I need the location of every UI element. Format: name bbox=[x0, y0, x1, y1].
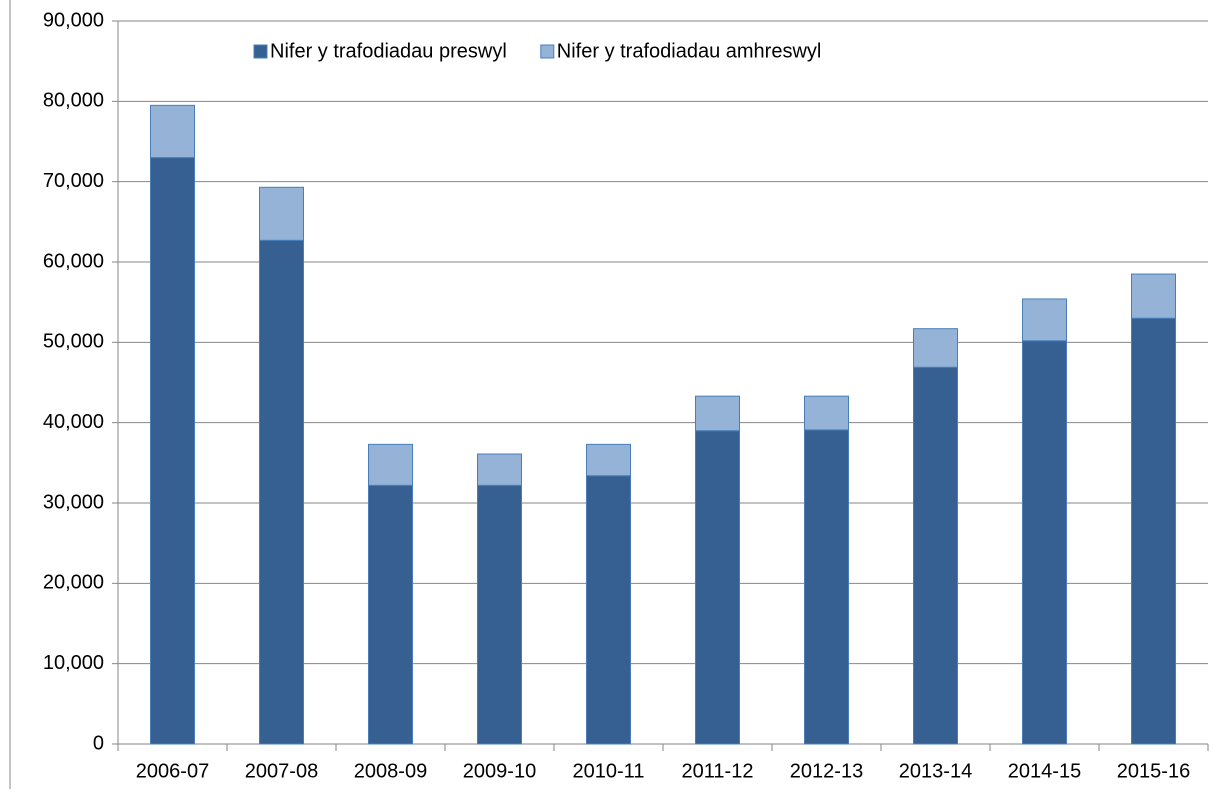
x-tick-label: 2012-13 bbox=[790, 760, 863, 782]
legend-label: Nifer y trafodiadau preswyl bbox=[270, 40, 507, 62]
bar-segment bbox=[804, 395, 849, 431]
bar-segment bbox=[804, 429, 849, 745]
x-tick-label: 2015-16 bbox=[1117, 760, 1190, 782]
bar-segment bbox=[150, 104, 195, 159]
bar-segment bbox=[1131, 317, 1176, 745]
y-tick-label: 20,000 bbox=[43, 572, 104, 594]
legend-label: Nifer y trafodiadau amhreswyl bbox=[557, 40, 822, 62]
bar-segment bbox=[586, 443, 631, 477]
x-tick-label: 2014-15 bbox=[1008, 760, 1081, 782]
bar-segment bbox=[150, 157, 195, 745]
x-tick-label: 2011-12 bbox=[682, 760, 754, 782]
legend-swatch bbox=[540, 44, 555, 59]
x-tick-label: 2008-09 bbox=[354, 760, 427, 782]
y-tick-label: 10,000 bbox=[43, 652, 104, 674]
y-tick-label: 0 bbox=[93, 732, 104, 754]
bar-segment bbox=[477, 453, 522, 486]
bar-segment bbox=[913, 366, 958, 745]
y-tick-label: 40,000 bbox=[43, 411, 104, 433]
x-tick-label: 2006-07 bbox=[136, 760, 209, 782]
y-tick-label: 70,000 bbox=[43, 170, 104, 192]
bar-segment bbox=[477, 484, 522, 745]
x-tick-label: 2007-08 bbox=[245, 760, 318, 782]
x-tick-label: 2013-14 bbox=[899, 760, 972, 782]
bar-segment bbox=[1022, 340, 1067, 745]
y-tick-label: 50,000 bbox=[43, 331, 104, 353]
y-tick-label: 60,000 bbox=[43, 250, 104, 272]
bar-segment bbox=[259, 239, 304, 745]
y-tick-label: 30,000 bbox=[43, 491, 104, 513]
y-tick-label: 80,000 bbox=[43, 90, 104, 112]
bar-segment bbox=[1022, 298, 1067, 342]
y-tick-label: 90,000 bbox=[43, 9, 104, 31]
bar-segment bbox=[368, 443, 413, 486]
x-tick-label: 2009-10 bbox=[463, 760, 536, 782]
bar-segment bbox=[695, 395, 740, 432]
bar-segment bbox=[259, 186, 304, 241]
legend-swatch bbox=[253, 44, 268, 59]
bar-segment bbox=[1131, 273, 1176, 319]
bar-segment bbox=[695, 430, 740, 745]
x-tick-label: 2010-11 bbox=[573, 760, 645, 782]
bar-segment bbox=[586, 475, 631, 745]
bar-segment bbox=[368, 484, 413, 745]
bar-segment bbox=[913, 328, 958, 368]
